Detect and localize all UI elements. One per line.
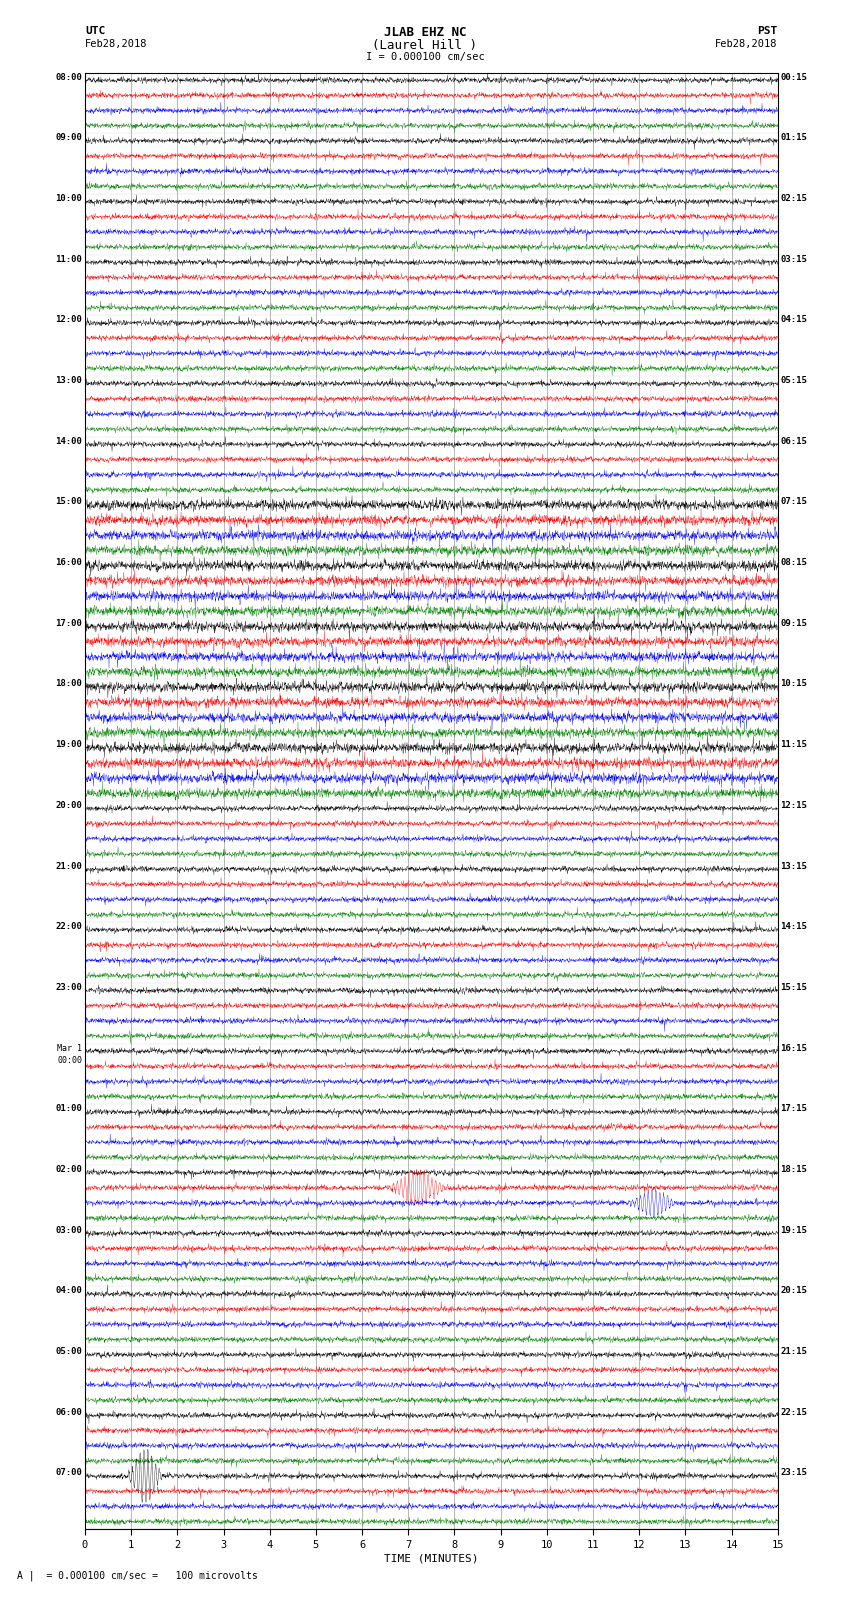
Text: PST: PST xyxy=(757,26,778,35)
Text: I = 0.000100 cm/sec: I = 0.000100 cm/sec xyxy=(366,52,484,61)
Text: 13:15: 13:15 xyxy=(780,861,808,871)
Text: 14:00: 14:00 xyxy=(55,437,82,445)
Text: 21:15: 21:15 xyxy=(780,1347,808,1357)
Text: (Laurel Hill ): (Laurel Hill ) xyxy=(372,39,478,52)
Text: 08:15: 08:15 xyxy=(780,558,808,568)
Text: JLAB EHZ NC: JLAB EHZ NC xyxy=(383,26,467,39)
Text: 09:15: 09:15 xyxy=(780,619,808,627)
Text: 15:00: 15:00 xyxy=(55,497,82,506)
Text: Feb28,2018: Feb28,2018 xyxy=(85,39,148,48)
Text: 07:15: 07:15 xyxy=(780,497,808,506)
Text: 02:00: 02:00 xyxy=(55,1165,82,1174)
Text: 10:15: 10:15 xyxy=(780,679,808,689)
Text: 15:15: 15:15 xyxy=(780,982,808,992)
Text: Feb28,2018: Feb28,2018 xyxy=(715,39,778,48)
Text: 20:00: 20:00 xyxy=(55,800,82,810)
Text: 23:00: 23:00 xyxy=(55,982,82,992)
Text: 03:00: 03:00 xyxy=(55,1226,82,1234)
Text: UTC: UTC xyxy=(85,26,105,35)
Text: A |  = 0.000100 cm/sec =   100 microvolts: A | = 0.000100 cm/sec = 100 microvolts xyxy=(17,1569,258,1581)
Text: 04:15: 04:15 xyxy=(780,316,808,324)
Text: 18:15: 18:15 xyxy=(780,1165,808,1174)
Text: 00:00: 00:00 xyxy=(58,1055,82,1065)
Text: 12:00: 12:00 xyxy=(55,316,82,324)
Text: 17:00: 17:00 xyxy=(55,619,82,627)
Text: 03:15: 03:15 xyxy=(780,255,808,263)
Text: 20:15: 20:15 xyxy=(780,1287,808,1295)
Text: 21:00: 21:00 xyxy=(55,861,82,871)
Text: 10:00: 10:00 xyxy=(55,194,82,203)
Text: 05:15: 05:15 xyxy=(780,376,808,386)
Text: 22:00: 22:00 xyxy=(55,923,82,931)
Text: 16:00: 16:00 xyxy=(55,558,82,568)
Text: 18:00: 18:00 xyxy=(55,679,82,689)
Text: 13:00: 13:00 xyxy=(55,376,82,386)
Text: 06:15: 06:15 xyxy=(780,437,808,445)
Text: 04:00: 04:00 xyxy=(55,1287,82,1295)
Text: 22:15: 22:15 xyxy=(780,1408,808,1416)
Text: 01:00: 01:00 xyxy=(55,1105,82,1113)
Text: 07:00: 07:00 xyxy=(55,1468,82,1478)
Text: 11:00: 11:00 xyxy=(55,255,82,263)
Text: Mar 1: Mar 1 xyxy=(58,1044,82,1053)
Text: 09:00: 09:00 xyxy=(55,134,82,142)
Text: 11:15: 11:15 xyxy=(780,740,808,748)
Text: 23:15: 23:15 xyxy=(780,1468,808,1478)
Text: 19:15: 19:15 xyxy=(780,1226,808,1234)
Text: 19:00: 19:00 xyxy=(55,740,82,748)
Text: 06:00: 06:00 xyxy=(55,1408,82,1416)
Text: 17:15: 17:15 xyxy=(780,1105,808,1113)
Text: 05:00: 05:00 xyxy=(55,1347,82,1357)
Text: 08:00: 08:00 xyxy=(55,73,82,82)
Text: 02:15: 02:15 xyxy=(780,194,808,203)
Text: 12:15: 12:15 xyxy=(780,800,808,810)
X-axis label: TIME (MINUTES): TIME (MINUTES) xyxy=(384,1553,479,1563)
Text: 14:15: 14:15 xyxy=(780,923,808,931)
Text: 00:15: 00:15 xyxy=(780,73,808,82)
Text: 01:15: 01:15 xyxy=(780,134,808,142)
Text: 16:15: 16:15 xyxy=(780,1044,808,1053)
